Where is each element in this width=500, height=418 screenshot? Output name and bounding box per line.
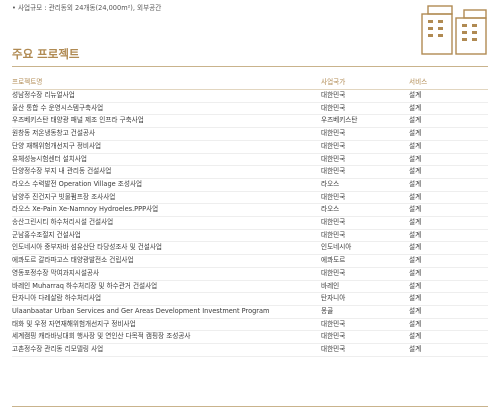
service-cell: 설계 <box>409 154 422 163</box>
table-row: 울산 통합 수 운영시스템구축사업 대한민국 설계 <box>12 102 488 115</box>
service-cell: 설계 <box>409 129 422 138</box>
country-cell: 대한민국 <box>321 192 346 201</box>
table-row: 라오스 수력발전 Operation Village 조성사업 라오스 설계 <box>12 178 488 192</box>
country-cell: 대한민국 <box>321 268 346 277</box>
country-cell: 대한민국 <box>321 319 346 328</box>
project-name-cell: 남양주 진건지구 빗물펌프장 조사사업 <box>12 192 116 201</box>
service-cell: 설계 <box>409 167 422 176</box>
service-cell: 설계 <box>409 256 422 265</box>
project-name-cell: 단양정수장 부지 내 관리동 건설사업 <box>12 167 112 176</box>
country-cell: 대한민국 <box>321 167 346 176</box>
service-cell: 설계 <box>409 141 422 150</box>
country-cell: 몽골 <box>321 306 334 315</box>
column-header-name: 프로젝트명 <box>12 78 43 86</box>
service-cell: 설계 <box>409 116 422 125</box>
table-row: 송산그린시티 하수처리시설 건설사업 대한민국 설계 <box>12 217 488 230</box>
section-title: 주요 프로젝트 <box>12 47 80 61</box>
table-row: 성남정수장 리뉴얼사업 대한민국 설계 <box>12 90 488 103</box>
project-name-cell: 인도네시아 중부자바 섬유산단 타당성조사 및 건설사업 <box>12 243 163 252</box>
table-row: 고촌정수장 관리동 리모델링 사업 대한민국 설계 <box>12 344 488 357</box>
country-cell: 인도네시아 <box>321 243 352 252</box>
country-cell: 대한민국 <box>321 345 346 354</box>
project-name-cell: 성남정수장 리뉴얼사업 <box>12 91 75 99</box>
country-cell: 우즈베키스탄 <box>321 116 358 125</box>
project-name-cell: Ulaanbaatar Urban Services and Ger Areas… <box>12 306 270 315</box>
project-name-cell: 태화 및 우정 자연재해위험개선지구 정비사업 <box>12 319 136 328</box>
country-cell: 대한민국 <box>321 103 346 112</box>
service-cell: 설계 <box>409 268 422 277</box>
service-cell: 설계 <box>409 319 422 328</box>
project-name-cell: 라오스 수력발전 Operation Village 조성사업 <box>12 179 143 188</box>
table-row: 바레인 Muharraq 하수처리장 및 하수관거 건설사업 바레인 설계 <box>12 280 488 293</box>
title-divider <box>12 66 488 67</box>
table-header-row: 프로젝트명 사업국가 서비스 <box>12 76 488 90</box>
country-cell: 대한민국 <box>321 141 346 150</box>
buildings-icon <box>421 5 487 55</box>
table-row: 남양주 진건지구 빗물펌프장 조사사업 대한민국 설계 <box>12 191 488 204</box>
service-cell: 설계 <box>409 91 422 99</box>
table-row: 원창동 저온냉동창고 건설공사 대한민국 설계 <box>12 128 488 141</box>
project-name-cell: 단양 재해위험개선지구 정비사업 <box>12 141 102 150</box>
country-cell: 라오스 <box>321 179 340 188</box>
table-row: 라오스 Xe-Pain Xe-Namnoy Hydroeles.PPP사업 라오스… <box>12 204 488 217</box>
column-header-country: 사업국가 <box>321 78 346 86</box>
service-cell: 설계 <box>409 179 422 188</box>
country-cell: 라오스 <box>321 205 340 214</box>
project-name-cell: 우즈베키스탄 태양광 패널 제조 인프라 구축사업 <box>12 116 144 125</box>
service-cell: 설계 <box>409 294 422 303</box>
country-cell: 대한민국 <box>321 230 346 239</box>
table-row: 인도네시아 중부자바 섬유산단 타당성조사 및 건설사업 인도네시아 설계 <box>12 242 488 255</box>
table-row: 세계캠핑 캐라바닝대회 행사장 및 연인산 다목적 캠핑장 조성공사 대한민국 설계 <box>12 331 488 344</box>
table-row: 영동포정수장 막여과지시설공사 대한민국 설계 <box>12 267 488 281</box>
project-name-cell: 군남홍수조절지 건설사업 <box>12 230 81 239</box>
service-cell: 설계 <box>409 205 422 214</box>
service-cell: 설계 <box>409 230 422 239</box>
country-cell: 바레인 <box>321 281 340 290</box>
country-cell: 대한민국 <box>321 154 346 163</box>
table-row: 유체성능시험센터 설치사업 대한민국 설계 <box>12 153 488 166</box>
project-name-cell: 원창동 저온냉동창고 건설공사 <box>12 129 96 138</box>
country-cell: 탄자니아 <box>321 294 346 303</box>
table-row: 우즈베키스탄 태양광 패널 제조 인프라 구축사업 우즈베키스탄 설계 <box>12 115 488 128</box>
bottom-divider <box>12 406 488 407</box>
table-row: 에콰도르 갈라파고스 태양광발전소 건립사업 에콰도르 설계 <box>12 255 488 268</box>
country-cell: 에콰도르 <box>321 256 346 265</box>
project-table: 프로젝트명 사업국가 서비스 성남정수장 리뉴얼사업 대한민국 설계 울산 통합 수 … <box>12 76 488 357</box>
project-name-cell: 세계캠핑 캐라바닝대회 행사장 및 연인산 다목적 캠핑장 조성공사 <box>12 332 191 341</box>
country-cell: 대한민국 <box>321 332 346 341</box>
column-header-service: 서비스 <box>409 78 428 86</box>
project-scale-note: • 사업규모 : 관리동외 24개동(24,000m²), 외부공간 <box>12 4 162 12</box>
table-row: 군남홍수조절지 건설사업 대한민국 설계 <box>12 229 488 242</box>
project-name-cell: 탄자니아 다레살람 하수처리사업 <box>12 294 102 303</box>
service-cell: 설계 <box>409 243 422 252</box>
service-cell: 설계 <box>409 103 422 112</box>
service-cell: 설계 <box>409 281 422 290</box>
table-row: 태화 및 우정 자연재해위험개선지구 정비사업 대한민국 설계 <box>12 318 488 331</box>
country-cell: 대한민국 <box>321 129 346 138</box>
table-row: 탄자니아 다레살람 하수처리사업 탄자니아 설계 <box>12 293 488 306</box>
project-name-cell: 송산그린시티 하수처리시설 건설사업 <box>12 218 114 227</box>
service-cell: 설계 <box>409 192 422 201</box>
project-name-cell: 영동포정수장 막여과지시설공사 <box>12 268 100 277</box>
project-name-cell: 바레인 Muharraq 하수처리장 및 하수관거 건설사업 <box>12 281 158 290</box>
project-name-cell: 유체성능시험센터 설치사업 <box>12 154 87 163</box>
table-row: 단양 재해위험개선지구 정비사업 대한민국 설계 <box>12 140 488 154</box>
project-name-cell: 울산 통합 수 운영시스템구축사업 <box>12 103 104 112</box>
service-cell: 설계 <box>409 306 422 315</box>
service-cell: 설계 <box>409 218 422 227</box>
service-cell: 설계 <box>409 332 422 341</box>
table-row: 단양정수장 부지 내 관리동 건설사업 대한민국 설계 <box>12 166 488 179</box>
country-cell: 대한민국 <box>321 218 346 227</box>
project-name-cell: 고촌정수장 관리동 리모델링 사업 <box>12 345 104 354</box>
project-name-cell: 라오스 Xe-Pain Xe-Namnoy Hydroeles.PPP사업 <box>12 205 159 214</box>
country-cell: 대한민국 <box>321 91 346 99</box>
service-cell: 설계 <box>409 345 422 354</box>
table-row: Ulaanbaatar Urban Services and Ger Areas… <box>12 305 488 319</box>
project-name-cell: 에콰도르 갈라파고스 태양광발전소 건립사업 <box>12 256 134 265</box>
